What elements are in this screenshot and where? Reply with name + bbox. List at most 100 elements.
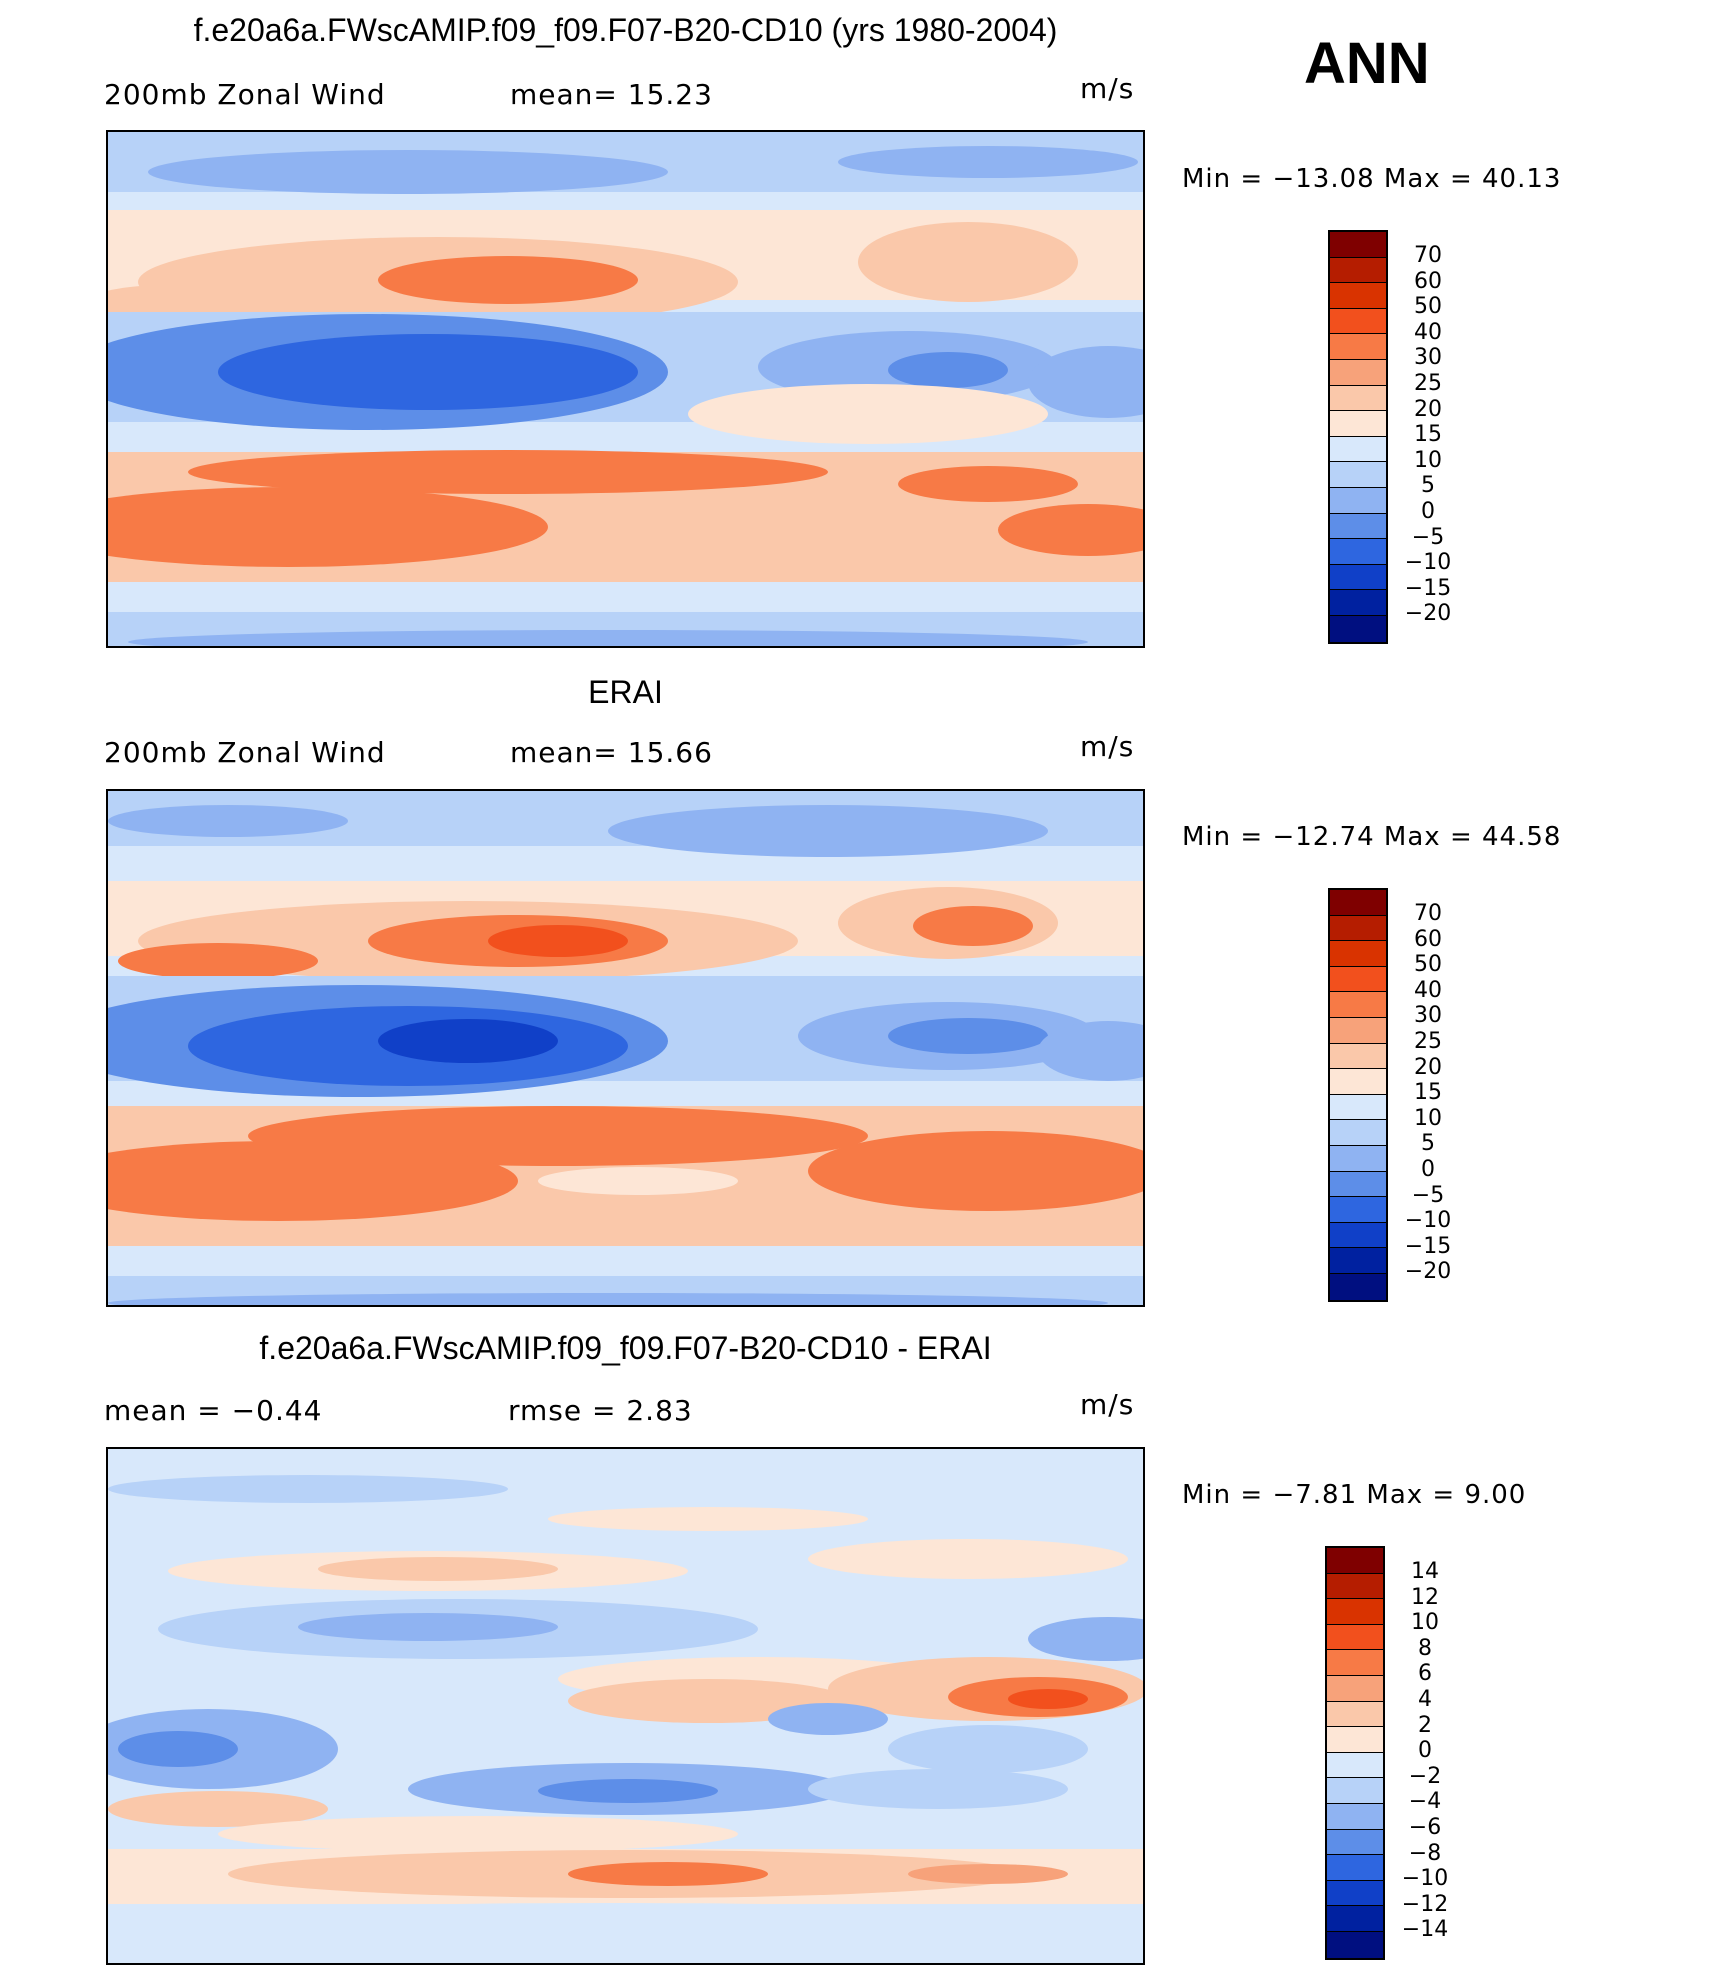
colorbar-box xyxy=(1330,1273,1386,1300)
colorbar-box xyxy=(1330,890,1386,916)
colorbar-box xyxy=(1330,1094,1386,1121)
colorbar-box xyxy=(1330,1120,1386,1146)
colorbar-box xyxy=(1330,1248,1386,1274)
colorbar-box xyxy=(1330,385,1386,412)
panel-left-label-model: 200mb Zonal Wind xyxy=(104,78,386,111)
colorbar-label: −2 xyxy=(1408,1763,1442,1789)
colorbar-box xyxy=(1330,513,1386,540)
colorbar-box xyxy=(1330,1222,1386,1249)
colorbar-box xyxy=(1327,1803,1383,1830)
colorbar-box xyxy=(1327,1701,1383,1728)
colorbar-diff xyxy=(1325,1546,1385,1960)
colorbar-label: 5 xyxy=(1421,473,1435,499)
colorbar-box xyxy=(1330,411,1386,437)
season-label: ANN xyxy=(1304,31,1430,96)
colorbar-box xyxy=(1330,1145,1386,1172)
colorbar-box xyxy=(1330,941,1386,967)
colorbar-box xyxy=(1327,1548,1383,1574)
colorbar-label: −8 xyxy=(1408,1840,1442,1866)
colorbar-label: −10 xyxy=(1404,550,1452,576)
colorbar-box xyxy=(1330,615,1386,642)
colorbar-label: −10 xyxy=(1401,1866,1449,1892)
panel-center-label-diff: rmse = 2.83 xyxy=(508,1394,693,1427)
colorbar-label: −4 xyxy=(1408,1789,1442,1815)
colorbar-label: 25 xyxy=(1414,1028,1442,1054)
colorbar-box xyxy=(1327,1906,1383,1932)
colorbar-box xyxy=(1327,1650,1383,1676)
colorbar-box xyxy=(1327,1599,1383,1625)
colorbar-obs xyxy=(1328,888,1388,1302)
colorbar-box xyxy=(1327,1675,1383,1702)
colorbar-box xyxy=(1330,232,1386,258)
colorbar-label: 60 xyxy=(1414,268,1442,294)
colorbar-box xyxy=(1330,539,1386,565)
panel-title-diff: f.e20a6a.FWscAMIP.f09_f09.F07-B20-CD10 -… xyxy=(259,1330,992,1366)
colorbar-label: −20 xyxy=(1404,601,1452,627)
colorbar-label: 40 xyxy=(1414,319,1442,345)
panel-units-model: m/s xyxy=(1080,72,1135,105)
colorbar-label: 15 xyxy=(1414,422,1442,448)
colorbar-label: 12 xyxy=(1411,1584,1439,1610)
map-panel-obs xyxy=(106,789,1145,1307)
colorbar-box xyxy=(1330,308,1386,335)
panel-left-label-diff: mean = −0.44 xyxy=(104,1394,323,1427)
colorbar-box xyxy=(1327,1880,1383,1907)
minmax-diff: Min = −7.81 Max = 9.00 xyxy=(1182,1480,1527,1510)
colorbar-label: −15 xyxy=(1404,1233,1452,1259)
colorbar-box xyxy=(1327,1778,1383,1804)
colorbar-box xyxy=(1330,436,1386,463)
colorbar-box xyxy=(1330,1017,1386,1044)
colorbar-box xyxy=(1330,1171,1386,1198)
colorbar-box xyxy=(1327,1727,1383,1753)
colorbar-label: 25 xyxy=(1414,370,1442,396)
colorbar-label: 15 xyxy=(1414,1080,1442,1106)
colorbar-box xyxy=(1327,1855,1383,1881)
map-panel-model xyxy=(106,130,1145,648)
colorbar-label: 70 xyxy=(1414,243,1442,268)
colorbar-model xyxy=(1328,230,1388,644)
colorbar-box xyxy=(1330,334,1386,360)
minmax-obs: Min = −12.74 Max = 44.58 xyxy=(1182,822,1562,852)
map-panel-diff xyxy=(106,1447,1145,1965)
colorbar-box xyxy=(1330,590,1386,616)
colorbar-label: 10 xyxy=(1414,1105,1442,1131)
colorbar-label: −15 xyxy=(1404,575,1452,601)
panel-center-label-model: mean= 15.23 xyxy=(510,78,713,111)
colorbar-box xyxy=(1327,1931,1383,1958)
map-svg-model xyxy=(108,132,1143,646)
colorbar-box xyxy=(1330,1043,1386,1070)
colorbar-label: 60 xyxy=(1414,926,1442,952)
colorbar-label: 0 xyxy=(1421,1156,1435,1182)
colorbar-box xyxy=(1327,1829,1383,1856)
colorbar-label: −5 xyxy=(1411,1182,1445,1208)
colorbar-label: 14 xyxy=(1411,1559,1439,1584)
colorbar-box xyxy=(1327,1624,1383,1651)
colorbar-label: 10 xyxy=(1411,1610,1439,1636)
colorbar-label: 0 xyxy=(1418,1738,1432,1764)
colorbar-label: 50 xyxy=(1414,294,1442,320)
colorbar-label: 5 xyxy=(1421,1131,1435,1157)
colorbar-box xyxy=(1330,564,1386,591)
colorbar-box xyxy=(1330,1197,1386,1223)
panel-units-diff: m/s xyxy=(1080,1388,1135,1421)
colorbar-label: −14 xyxy=(1401,1917,1449,1943)
colorbar-label: 6 xyxy=(1418,1661,1432,1687)
panel-center-label-obs: mean= 15.66 xyxy=(510,736,713,769)
colorbar-box xyxy=(1330,462,1386,488)
colorbar-label: 8 xyxy=(1418,1635,1432,1661)
colorbar-box xyxy=(1327,1752,1383,1779)
colorbar-label: −12 xyxy=(1401,1891,1449,1917)
colorbar-box xyxy=(1330,992,1386,1018)
colorbar-label: 70 xyxy=(1414,901,1442,926)
colorbar-label: 30 xyxy=(1414,345,1442,371)
colorbar-labels-obs: 70 60 50 40 30 25 20 15 10 5 0 −5 −10 −1… xyxy=(1398,901,1458,1285)
colorbar-box xyxy=(1330,915,1386,942)
colorbar-label: 10 xyxy=(1414,447,1442,473)
colorbar-label: −6 xyxy=(1408,1814,1442,1840)
colorbar-label: 4 xyxy=(1418,1686,1432,1712)
colorbar-box xyxy=(1330,257,1386,284)
colorbar-box xyxy=(1327,1573,1383,1600)
colorbar-label: −20 xyxy=(1404,1259,1452,1285)
colorbar-box xyxy=(1330,359,1386,386)
colorbar-label: −5 xyxy=(1411,524,1445,550)
